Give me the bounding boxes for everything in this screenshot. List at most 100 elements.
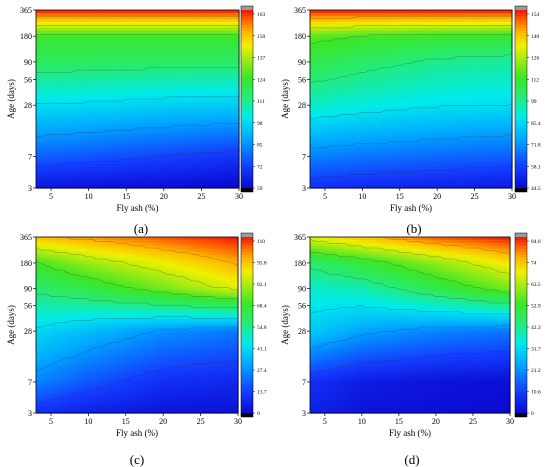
heat-cell xyxy=(96,12,101,17)
heat-cell xyxy=(133,30,139,35)
heat-cell xyxy=(62,39,67,44)
heat-cell xyxy=(84,30,90,35)
heat-cell xyxy=(152,36,157,41)
heat-cell xyxy=(122,48,127,53)
heat-cell xyxy=(205,33,210,38)
heat-cell xyxy=(73,21,78,26)
heat-cell xyxy=(36,33,41,38)
heat-cell xyxy=(223,45,229,50)
heat-cell xyxy=(160,18,165,23)
heat-cell xyxy=(186,39,191,44)
heat-cell xyxy=(216,30,221,35)
heat-cell xyxy=(129,48,135,53)
heat-cell xyxy=(99,30,105,35)
heat-cell xyxy=(145,45,150,50)
heat-cell xyxy=(54,21,60,26)
heat-cell xyxy=(36,10,41,14)
heat-cell xyxy=(39,36,45,41)
heat-cell xyxy=(156,36,161,41)
heat-cell xyxy=(171,48,176,53)
heat-cell xyxy=(201,33,206,38)
heat-cell xyxy=(114,33,120,38)
heat-cell xyxy=(175,48,180,53)
heat-cell xyxy=(171,21,176,26)
heat-cell xyxy=(182,45,187,50)
heat-cell xyxy=(182,36,187,41)
heat-cell xyxy=(103,18,109,23)
heat-cell xyxy=(88,36,93,41)
heat-cell xyxy=(47,27,52,32)
heat-cell xyxy=(167,33,172,38)
heat-cell xyxy=(163,42,169,47)
heat-cell xyxy=(51,48,56,53)
colorbar-segment xyxy=(241,42,253,47)
heat-cell xyxy=(227,21,233,26)
y-tick-label: 180 xyxy=(20,32,32,41)
heat-cell xyxy=(235,15,240,20)
heat-cell xyxy=(47,10,52,14)
heat-cell xyxy=(81,48,86,53)
heat-cell xyxy=(223,39,229,44)
heat-cell xyxy=(122,10,127,14)
heat-cell xyxy=(220,27,225,32)
heat-cell xyxy=(137,39,142,44)
heat-cell xyxy=(235,45,240,50)
heat-cell xyxy=(178,10,184,14)
heat-cell xyxy=(160,15,165,20)
heat-cell xyxy=(175,27,180,32)
heat-cell xyxy=(54,48,60,53)
x-axis-title: Fly ash (%) xyxy=(117,203,159,213)
heat-cell xyxy=(145,33,150,38)
heat-cell xyxy=(107,21,112,26)
heat-cell xyxy=(51,18,56,23)
heat-cell xyxy=(208,24,214,29)
heat-cell xyxy=(182,42,187,47)
heat-cell xyxy=(193,33,199,38)
heat-cell xyxy=(96,27,101,32)
heat-cell xyxy=(88,45,93,50)
colorbar-segment xyxy=(241,107,253,112)
heat-cell xyxy=(66,21,71,26)
heat-cell xyxy=(148,18,154,23)
heat-cell xyxy=(96,45,101,50)
heat-cell xyxy=(84,12,90,17)
heat-cell xyxy=(205,42,210,47)
heat-cell xyxy=(73,10,78,14)
heat-cell xyxy=(156,15,161,20)
heat-cell xyxy=(81,36,86,41)
heat-cell xyxy=(114,30,120,35)
heat-cell xyxy=(47,48,52,53)
colorbar-segment xyxy=(241,96,253,100)
heat-cell xyxy=(129,12,135,17)
heat-cell xyxy=(122,42,127,47)
heat-cell xyxy=(145,24,150,29)
heat-cell xyxy=(231,24,236,29)
heat-cell xyxy=(205,30,210,35)
colorbar-segment xyxy=(241,119,253,124)
heat-cell xyxy=(141,27,146,32)
heat-cell xyxy=(223,24,229,29)
heat-cell xyxy=(99,45,105,50)
colorbar-tick-label: 98 xyxy=(257,121,263,127)
heat-cell xyxy=(69,42,75,47)
heat-cell xyxy=(193,24,199,29)
heat-cell xyxy=(141,39,146,44)
heat-cell xyxy=(152,18,157,23)
heat-cell xyxy=(58,39,63,44)
heat-cell xyxy=(193,15,199,20)
heat-cell xyxy=(66,42,71,47)
heat-cell xyxy=(141,33,146,38)
heat-cell xyxy=(167,39,172,44)
colorbar-segment xyxy=(241,72,253,76)
heat-cell xyxy=(92,10,97,14)
heat-cell xyxy=(190,30,195,35)
heat-cell xyxy=(145,30,150,35)
heat-cell xyxy=(223,10,229,14)
heat-cell xyxy=(84,24,90,29)
heat-cell xyxy=(212,27,218,32)
heat-cell xyxy=(182,10,187,14)
heat-cell xyxy=(163,30,169,35)
heat-cell xyxy=(190,48,195,53)
heat-cell xyxy=(81,42,86,47)
